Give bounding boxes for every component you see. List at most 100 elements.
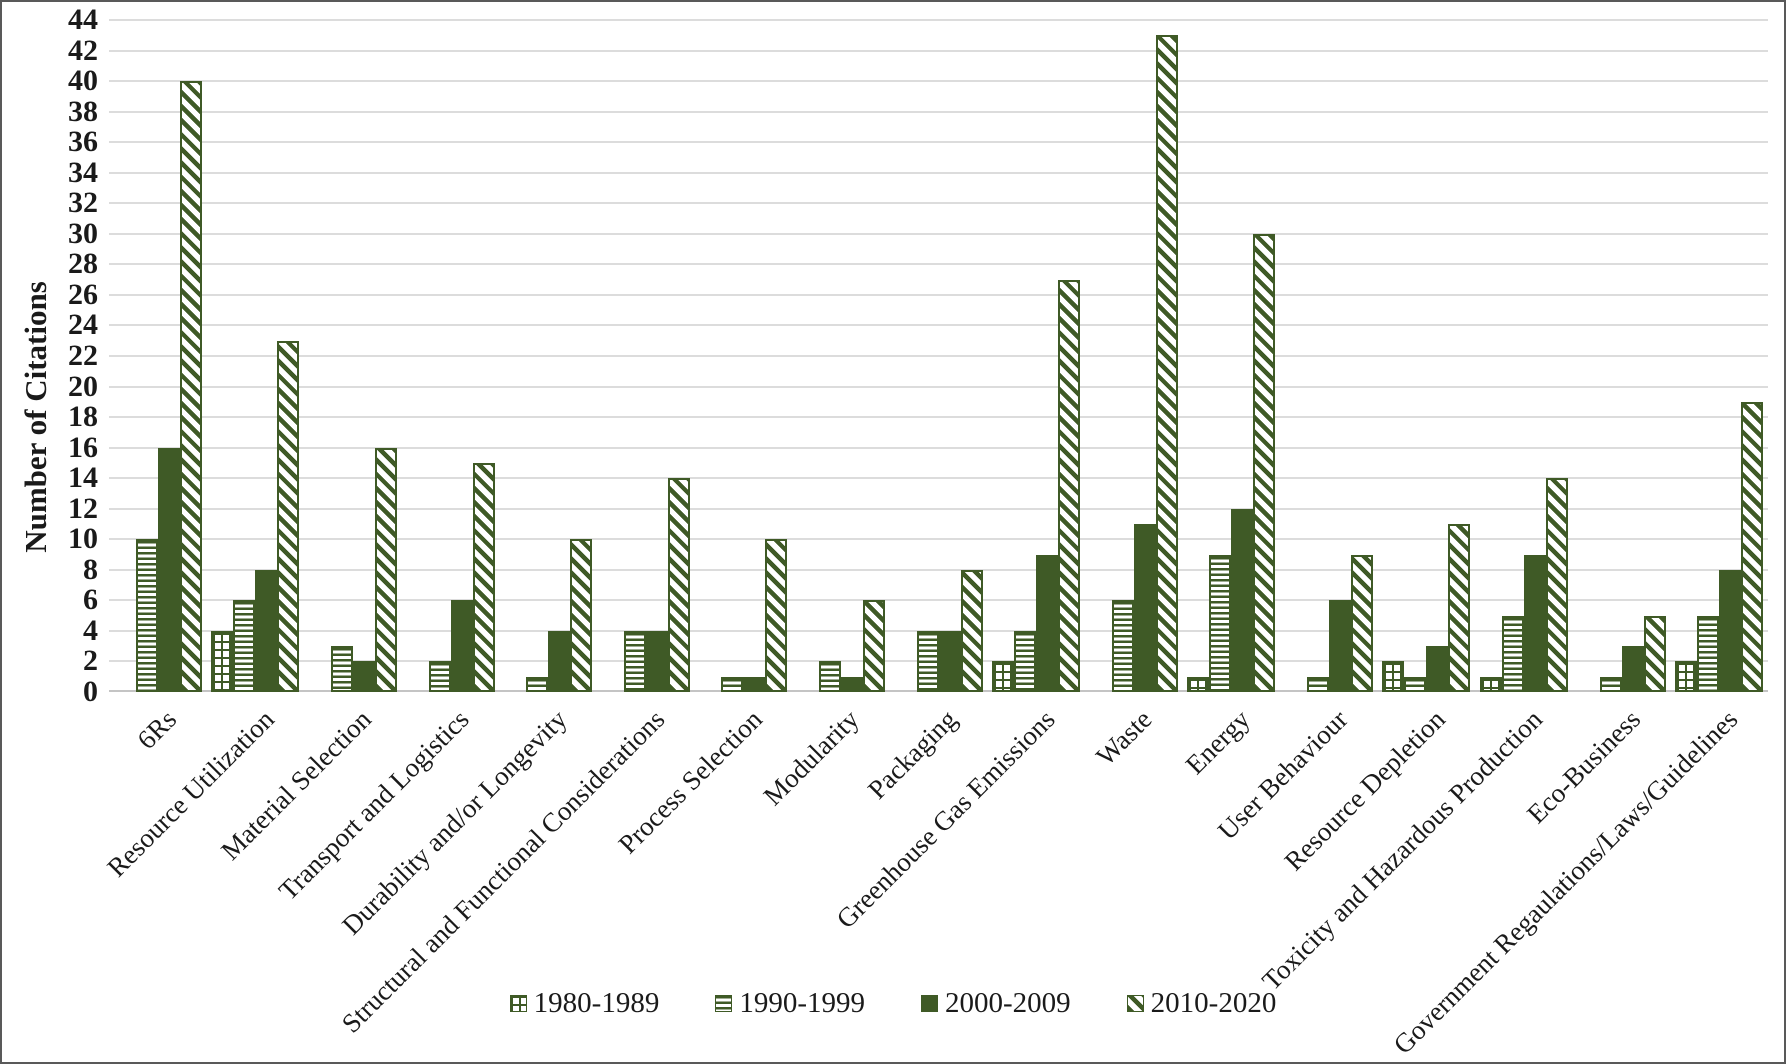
bar-2010-2020-modularity	[862, 600, 885, 692]
y-tick-label: 12	[68, 491, 98, 525]
bar-1990-1999-transport-and-logistics	[428, 661, 451, 692]
gridline	[109, 355, 1768, 357]
gridline	[109, 80, 1768, 83]
bar-2000-2009-durability-and-or-longevity	[548, 630, 571, 692]
bar-2000-2009-modularity	[840, 676, 863, 692]
y-tick-label: 28	[68, 247, 98, 281]
y-tick-label: 10	[68, 522, 98, 556]
bar-2010-2020-government-regaulations-laws-guidelines	[1741, 401, 1764, 692]
bar-2000-2009-resource-depletion	[1426, 646, 1449, 692]
bar-2010-2020-process-selection	[765, 539, 788, 692]
y-tick-label: 20	[68, 369, 98, 403]
gridline	[109, 263, 1768, 266]
bar-1990-1999-greenhouse-gas-emissions	[1014, 630, 1037, 692]
bar-2000-2009-government-regaulations-laws-guidelines	[1719, 569, 1742, 692]
x-axis-label: 6Rs	[131, 704, 183, 755]
y-tick-label: 34	[68, 155, 98, 189]
bar-2000-2009-greenhouse-gas-emissions	[1036, 554, 1059, 692]
gridline	[109, 538, 1768, 541]
gridline	[109, 202, 1768, 205]
bar-2000-2009-material-selection	[352, 661, 375, 692]
gridline	[109, 446, 1768, 449]
legend: 1980-1989 1990-1999 2000-2009 2010-2020	[2, 987, 1784, 1019]
bar-2010-2020-energy	[1253, 233, 1276, 692]
x-axis-label: Packaging	[861, 704, 963, 805]
y-tick-label: 40	[68, 64, 98, 98]
x-axis-label: Resource Utilization	[100, 704, 280, 883]
gridline	[109, 141, 1768, 144]
y-tick-label: 0	[83, 675, 98, 708]
bar-1990-1999-6rs	[135, 539, 158, 692]
bar-1990-1999-process-selection	[721, 676, 744, 692]
bar-2010-2020-packaging	[960, 569, 983, 692]
gridline	[109, 293, 1768, 296]
y-tick-label: 8	[83, 552, 98, 586]
legend-swatch-diagonal-stripes-icon	[1126, 994, 1144, 1012]
gridline	[109, 110, 1768, 113]
y-tick-label: 24	[68, 308, 98, 342]
bar-2000-2009-eco-business	[1621, 646, 1644, 692]
y-tick-label: 6	[83, 583, 98, 617]
legend-label: 1990-1999	[739, 987, 865, 1019]
y-tick-label: 38	[68, 94, 98, 128]
bar-1980-1989-resource-utilization	[211, 630, 234, 692]
bar-1990-1999-waste	[1111, 600, 1134, 692]
y-tick-label: 18	[68, 400, 98, 434]
legend-label: 1980-1989	[533, 987, 660, 1019]
bar-1980-1989-government-regaulations-laws-guidelines	[1675, 661, 1698, 692]
bar-1980-1989-greenhouse-gas-emissions	[992, 661, 1015, 692]
legend-swatch-solid-icon	[921, 994, 938, 1012]
bar-2000-2009-6rs	[157, 447, 180, 692]
x-axis-label: Transport and Logistics	[272, 704, 475, 906]
y-tick-label: 22	[68, 339, 98, 372]
legend-label: 2010-2020	[1150, 987, 1277, 1019]
y-tick-label: 4	[83, 613, 98, 647]
x-axis-label: Energy	[1179, 704, 1256, 781]
gridline	[109, 416, 1768, 419]
gridline	[109, 232, 1768, 235]
gridline	[109, 171, 1768, 174]
bar-2000-2009-structural-and-functional-considerations	[645, 630, 668, 692]
x-axis-label: Resource Depletion	[1278, 704, 1451, 877]
gridline	[109, 599, 1768, 602]
bar-2000-2009-process-selection	[743, 676, 766, 692]
gridline	[109, 568, 1768, 571]
bar-1980-1989-energy	[1187, 676, 1210, 692]
y-tick-label: 30	[68, 216, 98, 250]
legend-label: 2000-2009	[945, 987, 1071, 1019]
bar-2000-2009-energy	[1231, 508, 1254, 692]
y-tick-label: 32	[68, 186, 98, 220]
bar-1990-1999-toxicity-and-hazardous-production	[1502, 615, 1525, 692]
bar-2010-2020-greenhouse-gas-emissions	[1058, 279, 1081, 692]
bar-1990-1999-government-regaulations-laws-guidelines	[1697, 615, 1720, 692]
bar-2010-2020-resource-depletion	[1448, 524, 1471, 692]
legend-item: 1980-1989	[509, 987, 660, 1019]
gridline	[109, 324, 1768, 327]
bar-1990-1999-material-selection	[330, 646, 353, 692]
y-tick-label: 42	[68, 33, 98, 67]
x-axis-label: Modularity	[758, 704, 866, 812]
gridline	[109, 507, 1768, 510]
gridline	[109, 477, 1768, 480]
bar-1990-1999-resource-depletion	[1404, 676, 1427, 692]
bar-2010-2020-eco-business	[1643, 615, 1666, 692]
bar-2000-2009-resource-utilization	[255, 569, 278, 692]
legend-swatch-horizontal-lines-icon	[715, 994, 733, 1012]
bar-1990-1999-durability-and-or-longevity	[526, 676, 549, 692]
bar-1990-1999-user-behaviour	[1306, 676, 1329, 692]
gridline	[109, 385, 1768, 388]
plot-area	[109, 19, 1768, 692]
bar-1990-1999-energy	[1209, 554, 1232, 692]
y-tick-label: 14	[68, 461, 98, 495]
legend-item: 1990-1999	[715, 987, 865, 1019]
y-tick-label: 36	[68, 125, 98, 159]
legend-item: 2000-2009	[921, 987, 1071, 1019]
bar-1990-1999-packaging	[916, 630, 939, 692]
bar-2010-2020-resource-utilization	[277, 340, 300, 692]
bar-2010-2020-user-behaviour	[1350, 554, 1373, 692]
bar-2010-2020-6rs	[179, 81, 202, 692]
bar-1990-1999-eco-business	[1599, 676, 1622, 692]
bar-2010-2020-waste	[1155, 35, 1178, 692]
bar-1990-1999-modularity	[818, 661, 841, 692]
